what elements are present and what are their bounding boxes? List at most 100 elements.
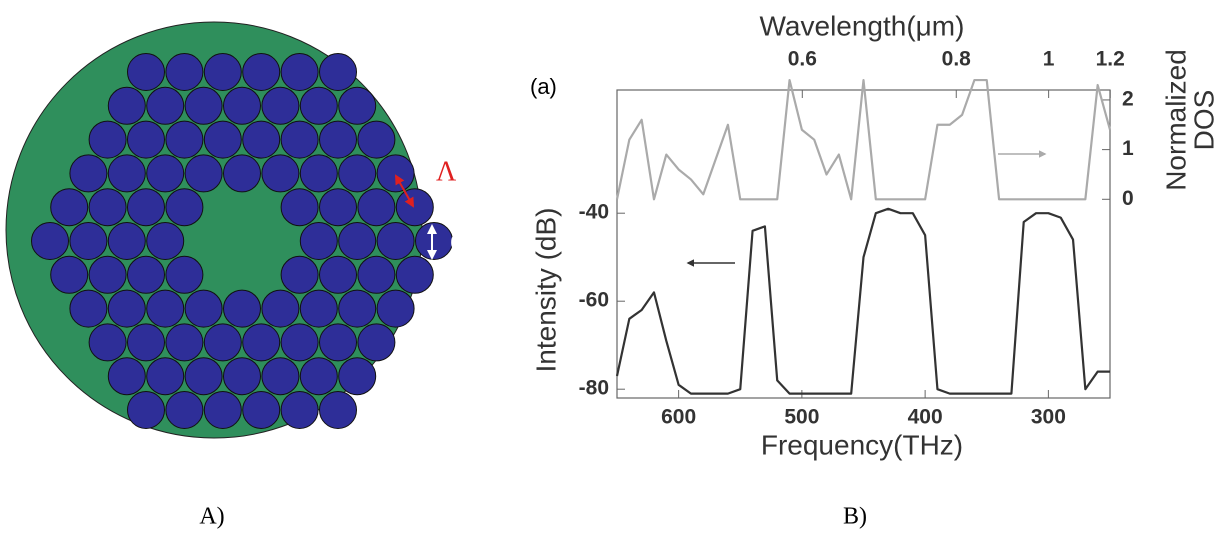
- air-hole: [127, 255, 165, 294]
- y-tick-label: -40: [579, 201, 609, 224]
- air-hole: [357, 323, 396, 362]
- x2-tick-label: 0.6: [788, 48, 817, 71]
- air-hole: [338, 289, 377, 328]
- air-hole: [280, 255, 319, 294]
- air-hole: [319, 323, 357, 362]
- air-hole: [376, 154, 415, 193]
- air-hole: [88, 323, 127, 362]
- air-hole: [357, 255, 396, 294]
- x2-tick-label: 0.8: [942, 48, 972, 71]
- air-hole: [107, 222, 146, 260]
- air-hole: [338, 357, 377, 396]
- pitch-label: Λ: [436, 156, 457, 187]
- air-hole: [184, 357, 223, 396]
- air-hole: [299, 357, 338, 396]
- y2-tick-label: 0: [1122, 187, 1134, 210]
- air-hole: [280, 323, 319, 362]
- plot-frame: [616, 89, 1111, 399]
- air-hole: [165, 255, 204, 294]
- air-hole: [146, 357, 185, 396]
- fiber-diagram: [5, 21, 453, 439]
- air-hole: [146, 222, 185, 260]
- air-hole: [50, 188, 89, 227]
- x-tick-label: 400: [908, 406, 943, 429]
- data-line: [615, 207, 1110, 395]
- air-hole: [415, 222, 453, 260]
- air-hole: [88, 120, 127, 159]
- air-hole: [88, 188, 127, 227]
- air-hole: [395, 188, 434, 227]
- air-hole: [107, 154, 146, 193]
- air-hole: [280, 120, 319, 159]
- air-hole: [184, 289, 223, 328]
- air-hole: [376, 222, 415, 260]
- air-hole: [299, 289, 338, 328]
- y2-axis-label: DOS: [1188, 90, 1218, 151]
- air-hole: [242, 391, 281, 429]
- y-tick-label: -60: [579, 289, 609, 312]
- air-hole: [127, 53, 165, 91]
- y2-tick-label: 2: [1122, 87, 1134, 110]
- pitch-arrow: [395, 174, 414, 208]
- air-hole: [127, 120, 165, 159]
- air-hole: [223, 289, 261, 328]
- air-hole: [184, 154, 223, 193]
- air-hole: [299, 86, 338, 125]
- air-hole: [203, 391, 242, 429]
- air-hole: [395, 255, 434, 294]
- y-tick-label: -80: [579, 377, 609, 400]
- air-hole: [88, 255, 127, 294]
- caption: A): [199, 504, 224, 530]
- air-hole: [357, 188, 396, 227]
- x2-tick-label: 1: [1043, 48, 1055, 71]
- air-hole: [127, 391, 165, 429]
- air-hole: [319, 391, 357, 429]
- air-hole: [107, 357, 146, 396]
- air-hole: [223, 86, 261, 125]
- air-hole: [165, 323, 204, 362]
- air-hole: [261, 289, 300, 328]
- air-hole: [165, 53, 204, 91]
- air-hole: [319, 53, 357, 91]
- air-hole: [319, 188, 357, 227]
- panel-label: (a): [530, 74, 557, 99]
- air-hole: [165, 188, 204, 227]
- air-hole: [261, 357, 300, 396]
- air-hole: [146, 289, 185, 328]
- air-hole: [357, 120, 396, 159]
- x-tick-label: 600: [661, 406, 696, 429]
- air-hole: [261, 154, 300, 193]
- air-hole: [31, 222, 69, 260]
- air-hole: [338, 86, 377, 125]
- x2-tick-label: 1.2: [1096, 48, 1125, 71]
- air-hole: [242, 323, 281, 362]
- air-hole: [146, 154, 185, 193]
- air-hole: [280, 188, 319, 227]
- air-hole: [69, 289, 108, 328]
- air-hole: [242, 53, 281, 91]
- air-hole: [165, 120, 204, 159]
- air-hole: [338, 222, 377, 260]
- y2-tick-label: 1: [1122, 137, 1134, 160]
- air-hole: [319, 120, 357, 159]
- air-hole: [127, 188, 165, 227]
- air-hole: [299, 222, 338, 260]
- air-hole: [280, 391, 319, 429]
- air-hole: [319, 255, 357, 294]
- air-hole: [203, 120, 242, 159]
- air-hole: [165, 391, 204, 429]
- y2-axis-label: Normalized: [1160, 49, 1191, 191]
- diameter-label: d: [450, 224, 466, 255]
- air-hole: [299, 154, 338, 193]
- air-hole: [127, 323, 165, 362]
- air-hole: [376, 289, 415, 328]
- y-axis-label: Intensity (dB): [530, 208, 561, 373]
- air-hole: [261, 86, 300, 125]
- air-hole: [203, 53, 242, 91]
- air-hole: [107, 86, 146, 125]
- air-hole: [338, 154, 377, 193]
- air-hole: [223, 357, 261, 396]
- air-hole: [69, 154, 108, 193]
- air-hole: [223, 154, 261, 193]
